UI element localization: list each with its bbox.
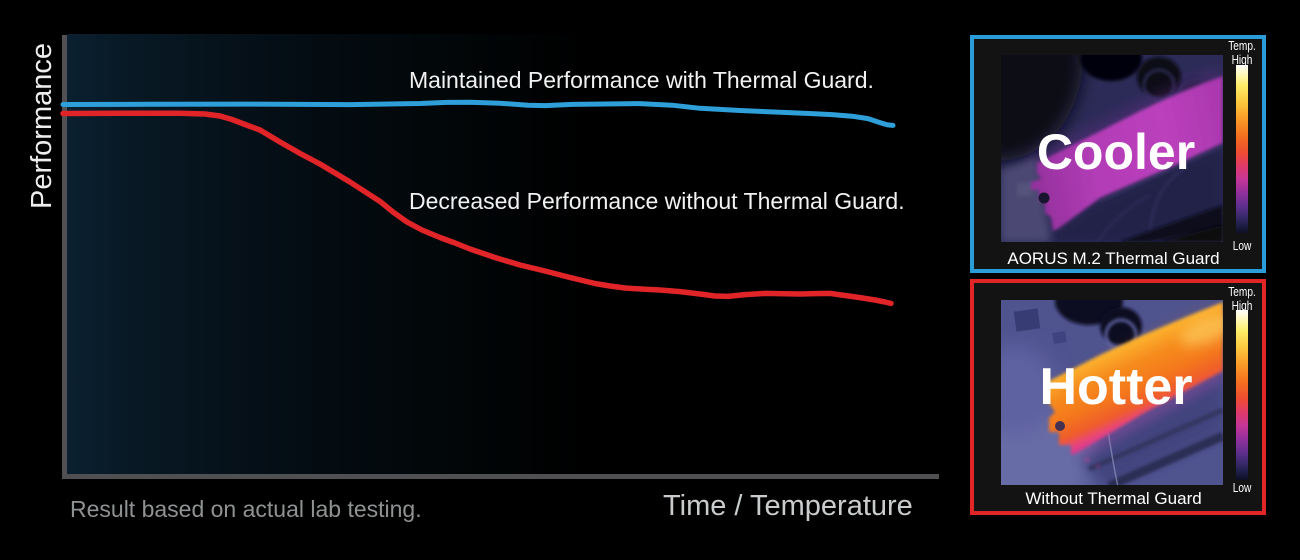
svg-text:Cooler: Cooler: [1037, 124, 1195, 180]
svg-text:Hotter: Hotter: [1039, 358, 1192, 416]
